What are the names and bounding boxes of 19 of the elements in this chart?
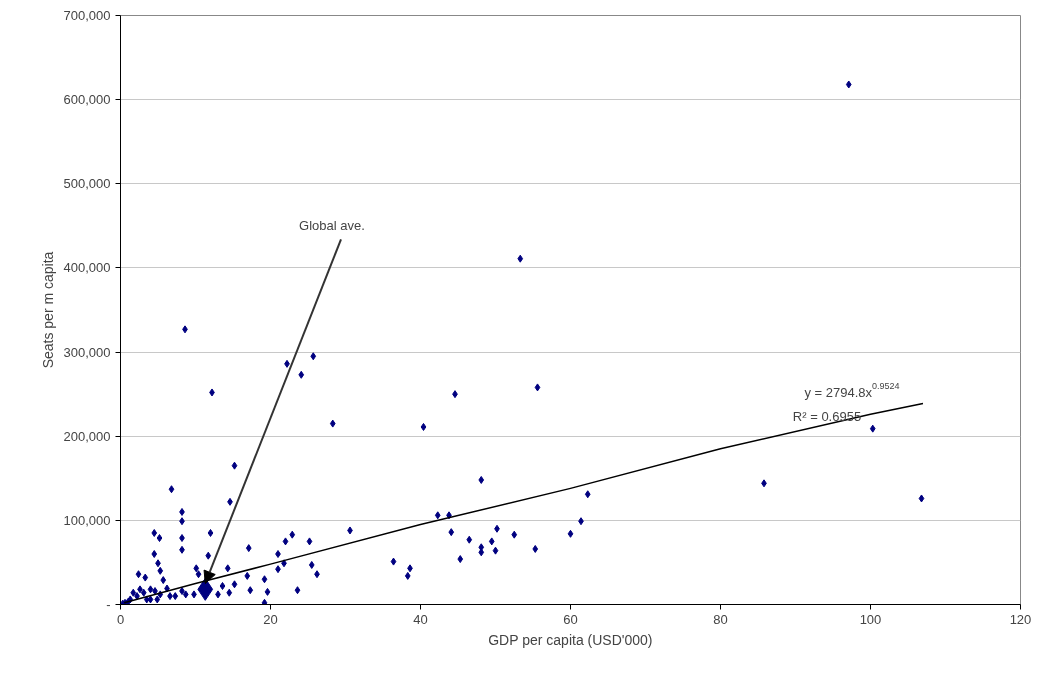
y-axis-title: Seats per m capita (39, 251, 56, 369)
x-tick-label: 0 (116, 611, 125, 627)
x-tick-label: 40 (413, 611, 428, 627)
y-tick-label: 600,000 (63, 92, 111, 108)
x-tick-label: 20 (263, 611, 278, 627)
x-tick-label: 100 (859, 611, 882, 627)
x-tick-label: 120 (1009, 611, 1032, 627)
annotation: R² = 0.6955 (792, 408, 862, 424)
x-tick-label: 80 (713, 611, 728, 627)
annotation: Global ave. (299, 218, 365, 234)
y-tick-label: 700,000 (63, 8, 111, 23)
y-tick-label: 200,000 (63, 428, 111, 444)
y-tick-label: 400,000 (63, 260, 111, 276)
y-tick-label: 100,000 (63, 512, 111, 528)
y-tick-label: - (106, 597, 111, 612)
y-tick-label: 300,000 (63, 344, 111, 360)
x-tick-label: 60 (563, 611, 578, 627)
y-tick-label: 500,000 (63, 176, 111, 192)
x-axis-title: GDP per capita (USD'000) (488, 631, 653, 648)
